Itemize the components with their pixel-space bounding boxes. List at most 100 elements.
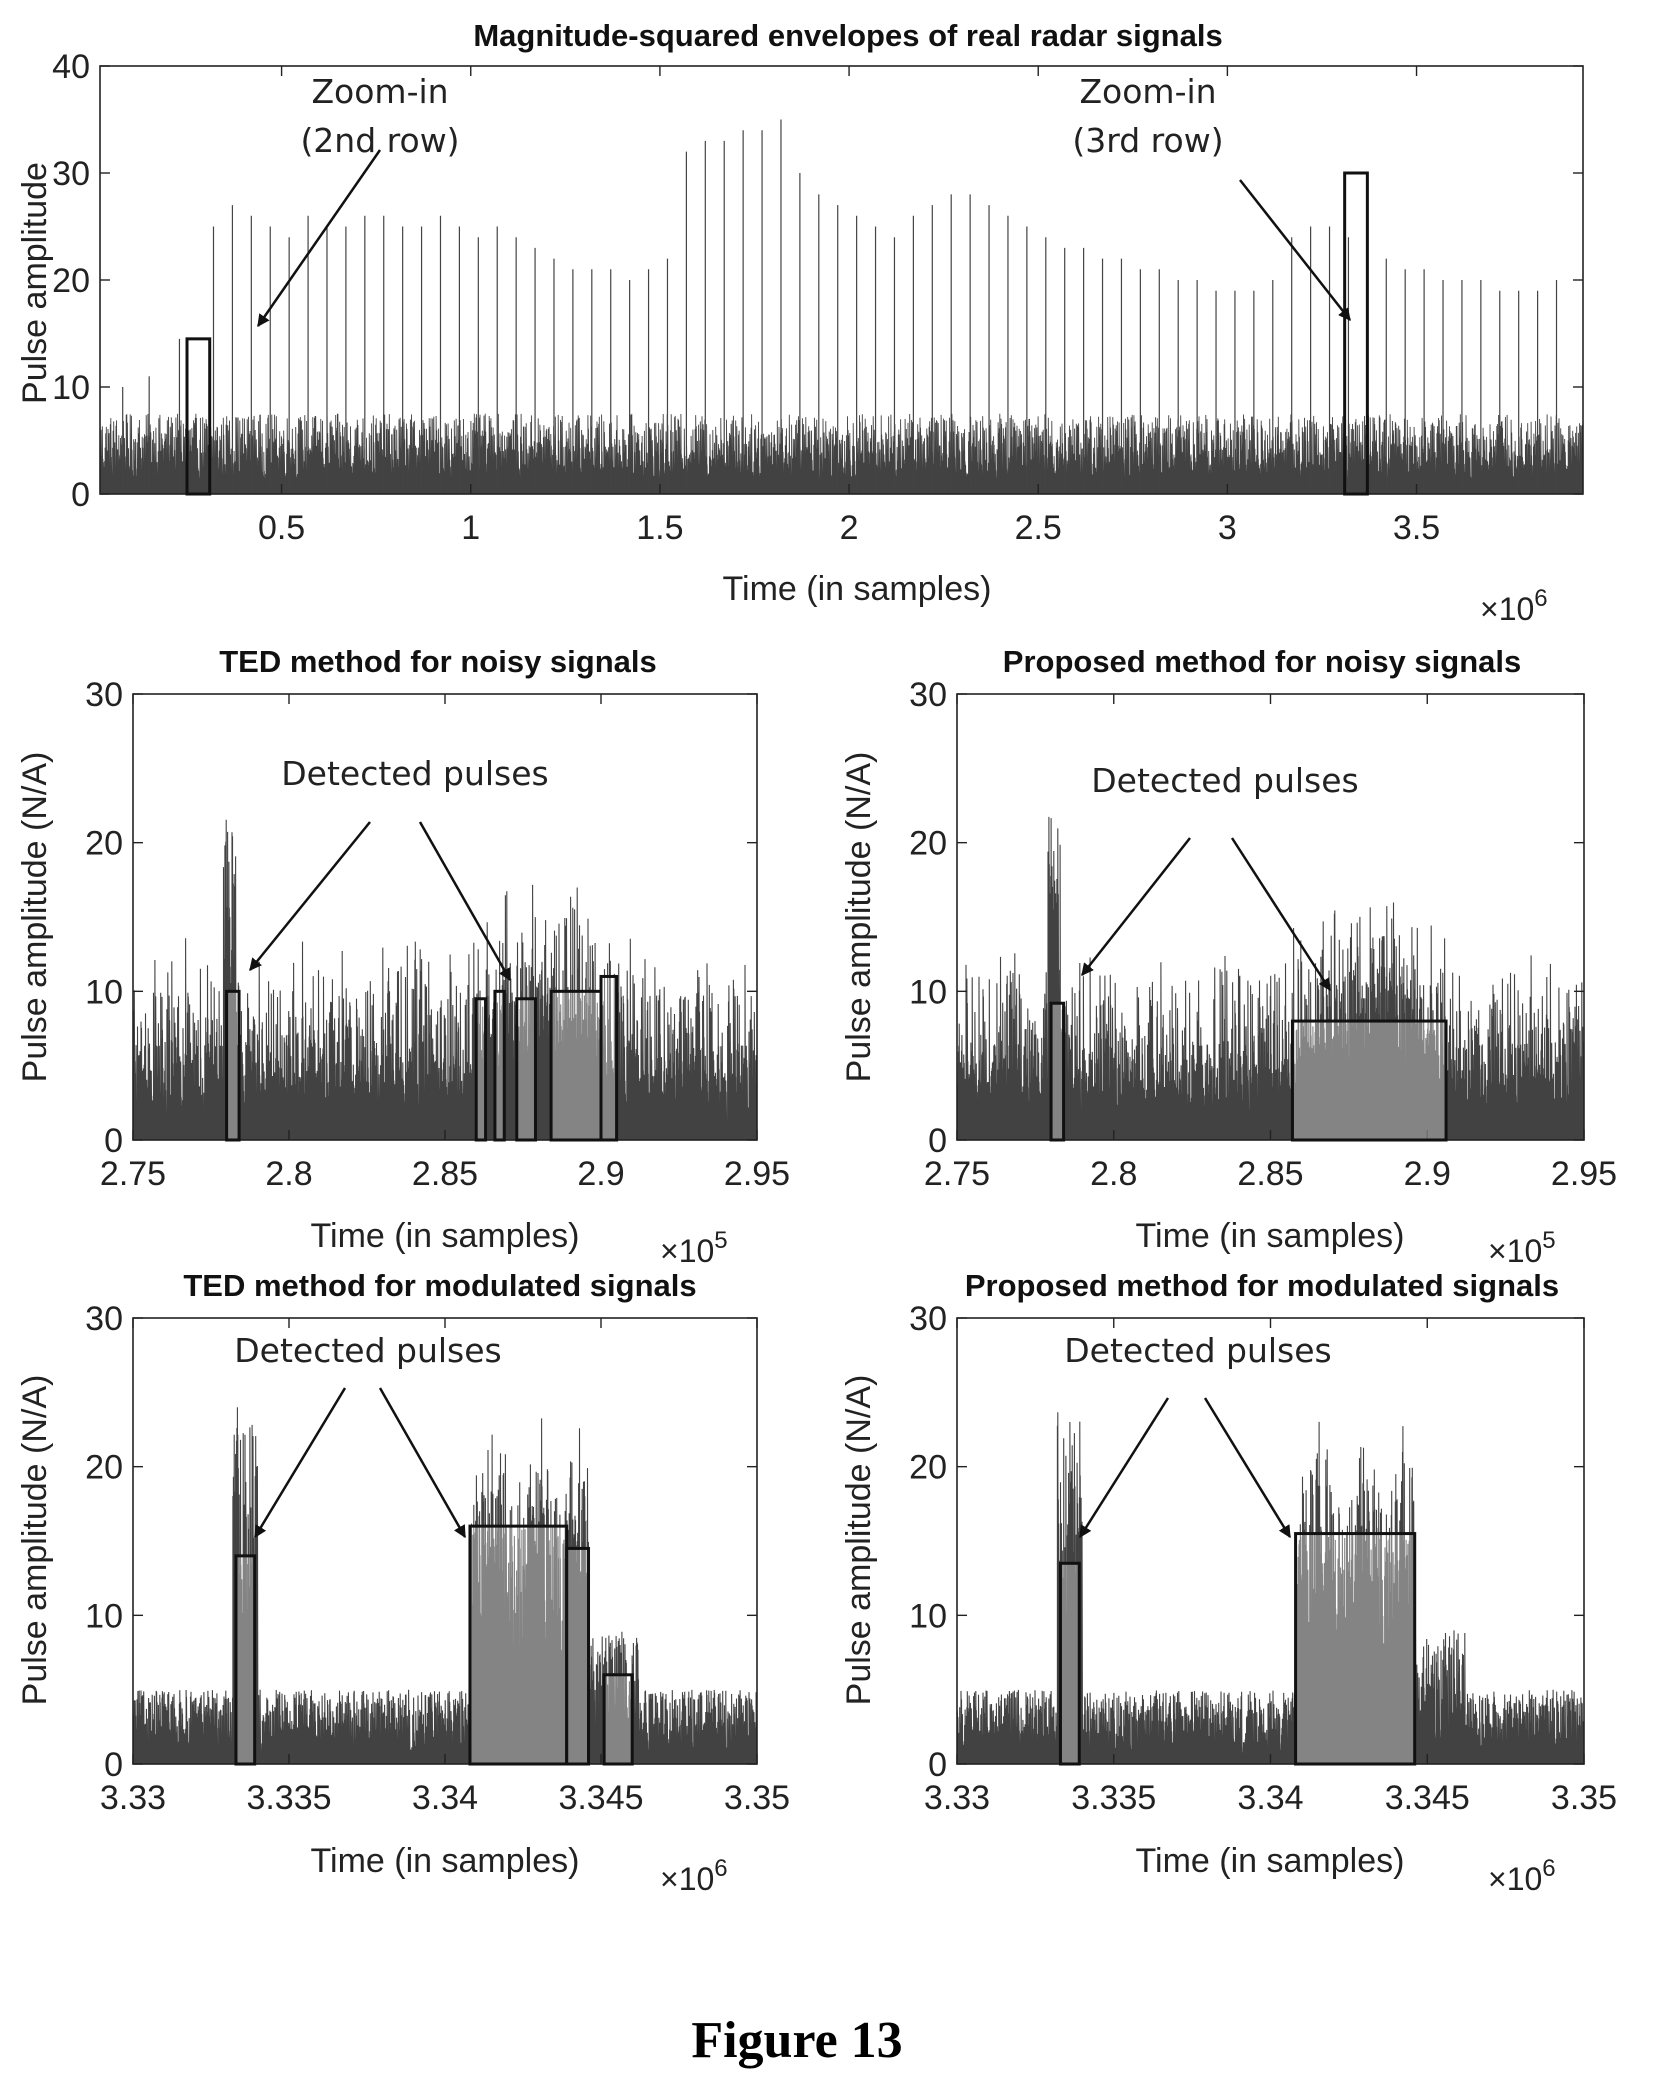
x-tick-label: 3.345 — [1385, 1779, 1470, 1817]
detected-pulse-box — [1049, 1001, 1066, 1142]
y-tick-label: 0 — [104, 1746, 123, 1784]
detected-pulse-box — [1058, 1561, 1081, 1766]
y-tick-label: 20 — [909, 825, 947, 863]
detected-pulse-box — [602, 1673, 634, 1766]
detected-pulse-box — [493, 989, 506, 1142]
detected-pulse-box — [565, 1546, 591, 1766]
y-tick-label: 10 — [909, 1597, 947, 1635]
chart-title: Magnitude-squared envelopes of real rada… — [473, 18, 1222, 53]
x-tick-label: 2.95 — [1551, 1155, 1617, 1193]
detected-pulse-box — [468, 1524, 569, 1766]
annotation-arrow — [253, 1387, 347, 1539]
annotation-arrow — [418, 821, 512, 982]
zoom-in-label: (2nd row) — [300, 121, 459, 160]
x-tick-label: 3.35 — [724, 1779, 790, 1817]
detected-pulse-box — [549, 989, 603, 1142]
x-tick-label: 2.85 — [1237, 1155, 1303, 1193]
x-tick-label: 2.75 — [924, 1155, 990, 1193]
y-tick-label: 10 — [85, 973, 123, 1011]
detected-pulses-label: Detected pulses — [281, 754, 549, 793]
x-tick-label: 3.335 — [246, 1779, 331, 1817]
annotation-arrow — [1239, 179, 1351, 321]
y-tick-label: 20 — [85, 1449, 123, 1487]
x-tick-label: 3.34 — [412, 1779, 478, 1817]
x-tick-label: 2.9 — [577, 1155, 624, 1193]
zoom-in-label: Zoom-in — [1079, 72, 1216, 111]
signal-envelope — [957, 816, 1584, 1140]
x-tick-label: 1 — [461, 509, 480, 547]
x-tick-label: 2.95 — [724, 1155, 790, 1193]
x-tick-label: 0.5 — [258, 509, 305, 547]
annotation-arrow — [249, 821, 371, 971]
y-tick-label: 0 — [71, 476, 90, 514]
y-tick-label: 30 — [909, 1300, 947, 1338]
x-tick-label: 2.5 — [1015, 509, 1062, 547]
y-tick-label: 30 — [85, 1300, 123, 1338]
detected-pulse-box — [234, 1554, 257, 1766]
x-tick-label: 2 — [840, 509, 859, 547]
chart-title: TED method for noisy signals — [219, 644, 657, 679]
signal-envelope — [133, 819, 757, 1140]
chart-proposed-modulated: Proposed method for modulated signals Pu… — [840, 1268, 1617, 1897]
y-tick-label: 20 — [52, 262, 90, 300]
x-tick-label: 3.335 — [1071, 1779, 1156, 1817]
y-axis-label: Pulse amplitude (N/A) — [840, 1375, 878, 1706]
x-axis-multiplier: ×105 — [1488, 1227, 1556, 1269]
x-tick-label: 2.75 — [100, 1155, 166, 1193]
x-tick-label: 3.33 — [924, 1779, 990, 1817]
x-tick-label: 2.9 — [1404, 1155, 1451, 1193]
x-axis-label: Time (in samples) — [1136, 1842, 1405, 1880]
annotation-arrow — [1081, 837, 1191, 976]
detected-pulse-box — [225, 989, 241, 1142]
x-axis-multiplier: ×105 — [660, 1227, 728, 1269]
detected-pulse-box — [474, 997, 488, 1142]
x-tick-label: 3.345 — [558, 1779, 643, 1817]
y-axis-label: Pulse amplitude — [16, 162, 54, 404]
detected-pulse-box — [1294, 1532, 1417, 1766]
annotation-arrow — [256, 149, 382, 328]
annotation-arrow — [1078, 1397, 1170, 1539]
y-axis-label: Pulse amplitude (N/A) — [840, 752, 878, 1083]
x-tick-label: 3.35 — [1551, 1779, 1617, 1817]
y-tick-label: 10 — [909, 973, 947, 1011]
x-axis-multiplier: ×106 — [660, 1855, 728, 1897]
signal-envelope — [133, 1407, 757, 1764]
detected-pulse-box — [1290, 1019, 1448, 1142]
signal-envelope — [957, 1412, 1584, 1764]
y-axis-label: Pulse amplitude (N/A) — [16, 752, 54, 1083]
x-axis-label: Time (in samples) — [311, 1842, 580, 1880]
annotation-arrow — [378, 1387, 467, 1539]
x-tick-label: 2.8 — [1090, 1155, 1137, 1193]
chart-title: Proposed method for modulated signals — [965, 1268, 1559, 1303]
detected-pulse-box — [185, 337, 212, 496]
annotation-arrow — [1230, 837, 1332, 992]
x-tick-label: 2.8 — [265, 1155, 312, 1193]
y-tick-label: 20 — [85, 825, 123, 863]
detected-pulses-label: Detected pulses — [234, 1331, 502, 1370]
x-tick-label: 3.5 — [1393, 509, 1440, 547]
chart-title: TED method for modulated signals — [183, 1268, 696, 1303]
y-tick-label: 30 — [85, 676, 123, 714]
chart-ted-modulated: TED method for modulated signals Pulse a… — [16, 1268, 790, 1897]
x-tick-label: 2.85 — [412, 1155, 478, 1193]
detected-pulse-box — [515, 997, 537, 1142]
chart-title: Proposed method for noisy signals — [1003, 644, 1521, 679]
y-tick-label: 0 — [928, 1122, 947, 1160]
y-axis-label: Pulse amplitude (N/A) — [16, 1375, 54, 1706]
detected-pulses-label: Detected pulses — [1091, 761, 1359, 800]
x-tick-label: 1.5 — [636, 509, 683, 547]
annotation-arrow — [1203, 1397, 1292, 1539]
x-tick-label: 3.33 — [100, 1779, 166, 1817]
chart-top: Magnitude-squared envelopes of real rada… — [16, 18, 1584, 627]
y-tick-label: 0 — [104, 1122, 123, 1160]
y-tick-label: 20 — [909, 1449, 947, 1487]
x-axis-multiplier: ×106 — [1480, 585, 1548, 627]
x-axis-label: Time (in samples) — [311, 1217, 580, 1255]
x-tick-label: 3 — [1218, 509, 1237, 547]
x-axis-label: Time (in samples) — [723, 570, 992, 608]
x-tick-label: 3.34 — [1237, 1779, 1303, 1817]
chart-proposed-noisy: Proposed method for noisy signals Pulse … — [840, 644, 1617, 1269]
y-tick-label: 0 — [928, 1746, 947, 1784]
chart-ted-noisy: TED method for noisy signals Pulse ampli… — [16, 644, 790, 1269]
